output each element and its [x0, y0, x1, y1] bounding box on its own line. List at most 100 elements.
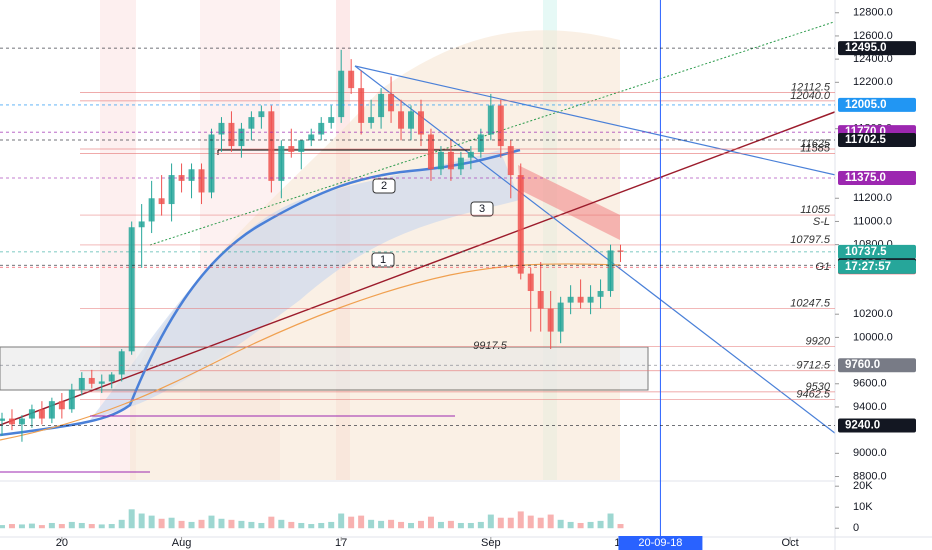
y-tick-label: 9600.0	[853, 378, 887, 390]
candle-body	[477, 134, 484, 152]
candle-body	[78, 377, 85, 390]
candle-body	[388, 93, 395, 112]
candle-body	[198, 169, 205, 193]
candle-body	[537, 291, 544, 309]
candle-body	[238, 128, 245, 147]
volume-bar	[577, 522, 584, 529]
candle-body	[597, 291, 604, 297]
volume-bar	[208, 515, 215, 529]
candle-body	[288, 146, 295, 152]
candle-body	[188, 169, 195, 181]
candle-body	[408, 111, 415, 129]
volume-bar	[258, 522, 265, 529]
volume-bar	[398, 521, 405, 529]
volume-bar	[348, 516, 355, 529]
volume-bar	[587, 521, 594, 529]
volume-bar	[477, 521, 484, 529]
y-tick-label: 11200.0	[853, 192, 892, 204]
annotation: S-L	[813, 216, 830, 228]
candle-body	[328, 117, 335, 123]
volume-bar	[48, 522, 55, 529]
candle-body	[567, 296, 574, 303]
volume-bar	[308, 524, 315, 529]
candle-body	[268, 111, 275, 181]
volume-bar	[358, 515, 365, 529]
candle-body	[447, 151, 454, 170]
level-label: 11585	[800, 143, 831, 155]
volume-bar	[98, 524, 105, 529]
countdown-label: 17:27:57	[845, 261, 891, 273]
volume-tick-label: 0	[853, 522, 859, 534]
cursor-box	[618, 536, 703, 550]
x-tick-label: Oct	[782, 537, 799, 549]
y-tick-label: 12800.0	[853, 7, 893, 19]
annotation: 9917.5	[473, 340, 508, 352]
volume-bar	[118, 519, 125, 529]
volume-bar	[288, 521, 295, 529]
volume-bar	[38, 525, 45, 529]
price-tag	[838, 41, 916, 56]
candle-body	[607, 250, 614, 292]
level-label: 9920	[806, 336, 831, 348]
volume-bar	[318, 522, 325, 529]
y-tick-label: 9400.0	[853, 401, 887, 413]
cursor-label: 20-09-18	[638, 537, 682, 549]
volume-bar	[607, 513, 614, 529]
x-tick-label: 17	[335, 537, 347, 549]
candle-body	[8, 418, 15, 425]
volume-tick-label: 10K	[853, 501, 873, 513]
volume-bar	[58, 524, 65, 529]
volume-bar	[198, 519, 205, 529]
volume-bar	[527, 515, 534, 529]
candle-body	[507, 146, 514, 176]
level-label: 11055	[800, 204, 831, 216]
volume-bar	[567, 521, 574, 529]
candle-body	[587, 296, 594, 303]
price-tag-label: 12495.0	[845, 42, 887, 54]
volume-bar	[28, 523, 35, 529]
x-tick-label: Aug	[172, 537, 192, 549]
y-tick-label: 11000.0	[853, 215, 892, 227]
candle-body	[28, 409, 35, 419]
volume-bar	[427, 516, 434, 529]
level-label: 9530	[806, 381, 831, 393]
candle-body	[108, 374, 115, 382]
volume-bar	[108, 524, 115, 529]
candle-body	[118, 351, 125, 375]
candle-body	[0, 418, 5, 421]
volume-bar	[168, 517, 175, 529]
price-tag-label: 9760.0	[845, 359, 880, 371]
candle-body	[218, 122, 225, 135]
volume-bar	[188, 521, 195, 529]
y-tick-label: 12400.0	[853, 53, 893, 65]
candle-body	[298, 140, 305, 152]
candle-body	[148, 198, 155, 222]
level-label: 10797.5	[790, 234, 831, 246]
candle-body	[557, 302, 564, 332]
candle-body	[48, 401, 55, 419]
volume-bar	[447, 520, 454, 529]
volume-bar	[278, 519, 285, 529]
volume-bar	[138, 513, 145, 529]
volume-bar	[417, 520, 424, 529]
candle-body	[38, 409, 45, 419]
volume-bar	[228, 519, 235, 529]
volume-bar	[8, 524, 15, 529]
volume-bar	[178, 520, 185, 529]
price-tag	[838, 418, 916, 433]
annotation: 1	[380, 254, 386, 266]
volume-bar	[328, 521, 335, 529]
volume-bar	[378, 520, 385, 529]
level-label: 12112.5	[791, 81, 831, 93]
volume-bar	[338, 513, 345, 529]
price-tag-label: 12005.0	[845, 99, 887, 111]
price-tag	[838, 97, 916, 112]
annotation: 3	[479, 203, 485, 215]
annotation-boxes: 1 2 3 S-L G1 9917.5	[371, 178, 830, 352]
volume-bar	[68, 521, 75, 529]
candle-body	[527, 273, 534, 292]
candle-body	[168, 175, 175, 205]
candle-body	[577, 296, 584, 303]
volume-bar	[617, 524, 624, 529]
